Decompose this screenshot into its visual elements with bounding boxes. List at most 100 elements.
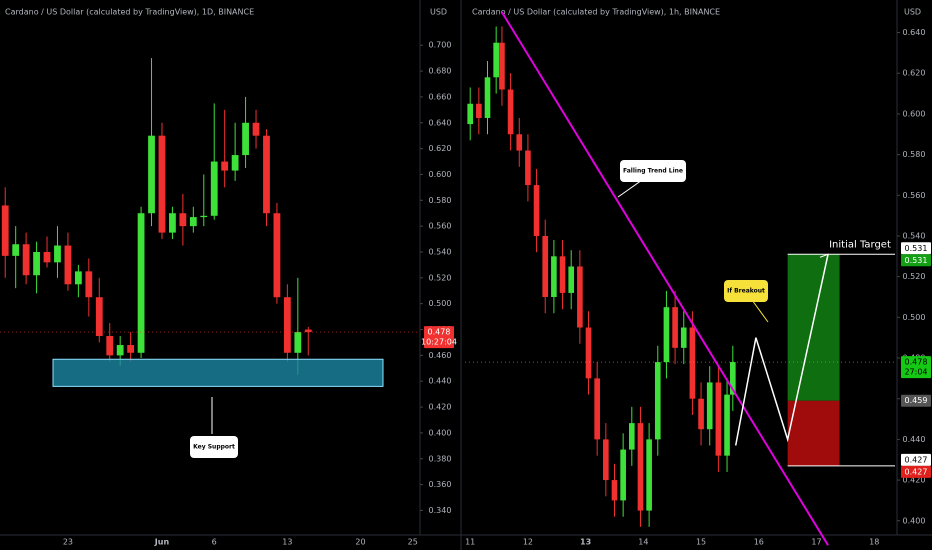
price-tick-label: 0.440 <box>429 377 452 386</box>
price-tag-label: 0.531 <box>905 244 928 253</box>
time-tick-label: 6 <box>212 538 217 547</box>
target-label: Initial Target <box>829 239 891 250</box>
price-tick-label: 0.700 <box>429 41 452 50</box>
candle-body <box>179 213 187 227</box>
candle-body <box>715 382 722 456</box>
time-tick-label: 12 <box>523 538 533 547</box>
time-tick-label: 20 <box>355 538 365 547</box>
candle-body <box>568 266 575 293</box>
candle-body <box>294 332 302 353</box>
candle-body <box>484 77 491 118</box>
price-tag-label: 0.459 <box>905 396 928 405</box>
candle-body <box>1 205 9 256</box>
profit-zone <box>787 254 840 401</box>
candle-body <box>663 307 670 363</box>
price-tick-label: 0.540 <box>903 231 926 240</box>
candle-body <box>724 394 730 456</box>
candle-body <box>169 213 176 233</box>
price-tick-label: 0.620 <box>429 144 452 153</box>
price-tick-label: 0.680 <box>429 67 452 76</box>
candle-body <box>698 398 704 430</box>
price-tick-label: 0.420 <box>429 403 452 412</box>
candle-body <box>516 134 523 151</box>
price-tick-label: 0.600 <box>903 109 926 118</box>
time-tick-label: 15 <box>696 538 706 547</box>
time-tick-label: 13 <box>580 538 591 547</box>
trend-line <box>501 11 829 546</box>
price-tick-label: 0.500 <box>429 299 452 308</box>
callout-box <box>620 160 686 182</box>
candle-body <box>507 89 514 135</box>
time-tick-label: 16 <box>754 538 764 547</box>
candle-body <box>116 345 124 356</box>
time-tick-label: 11 <box>465 538 475 547</box>
candle-body <box>200 215 208 218</box>
price-tick-label: 0.500 <box>903 313 926 322</box>
price-tick-label: 0.400 <box>429 428 452 437</box>
price-tick-label: 0.580 <box>903 150 926 159</box>
candle-body <box>654 362 661 440</box>
price-tick-label: 0.640 <box>903 28 926 37</box>
time-tick-label: 17 <box>811 538 821 547</box>
price-tag <box>424 326 454 349</box>
candle-body <box>542 235 549 297</box>
candle-body <box>148 135 155 214</box>
chart-title: Cardano / US Dollar (calculated by Tradi… <box>472 8 720 17</box>
price-tag-label: 0.427 <box>905 467 928 476</box>
price-tick-label: 0.580 <box>429 196 452 205</box>
candle-body <box>85 271 93 298</box>
callout-line <box>751 299 769 323</box>
countdown-label: 27:04 <box>904 368 927 377</box>
price-tick-label: 0.640 <box>429 118 452 127</box>
candle-body <box>242 122 249 156</box>
price-tick-label: 0.420 <box>903 476 926 485</box>
candle-body <box>106 335 114 356</box>
candle-body <box>43 251 51 263</box>
candle-body <box>95 297 103 336</box>
price-tick-label: 0.520 <box>903 272 926 281</box>
time-tick-label: 18 <box>869 538 879 547</box>
price-tick-label: 0.560 <box>903 191 926 200</box>
time-tick-label: 13 <box>282 538 292 547</box>
candle-body <box>231 155 239 171</box>
candle-body <box>559 256 566 293</box>
price-tick-label: 0.400 <box>903 516 926 525</box>
candle-body <box>74 271 82 285</box>
candle-body <box>493 42 499 78</box>
price-tick-label: 0.340 <box>429 506 452 515</box>
price-tick-label: 0.380 <box>429 454 452 463</box>
candle-body <box>22 244 30 276</box>
price-tag <box>901 356 931 379</box>
time-tick-label: 25 <box>408 538 418 547</box>
candle-body <box>64 245 72 285</box>
candle-body <box>158 135 166 233</box>
price-tag-label: 0.427 <box>905 455 928 464</box>
currency-label: USD <box>430 8 447 17</box>
candle-body <box>476 103 482 118</box>
price-tick-label: 0.620 <box>903 69 926 78</box>
currency-label: USD <box>904 8 921 17</box>
loss-zone <box>787 400 840 466</box>
price-tag <box>901 394 931 407</box>
candle-body <box>221 161 229 171</box>
candle-body <box>637 423 644 511</box>
candle-body <box>189 217 197 227</box>
price-tick-label: 0.440 <box>903 435 926 444</box>
candle-body <box>611 480 618 501</box>
candle-body <box>525 150 531 186</box>
price-tick-label: 0.660 <box>429 92 452 101</box>
candle-body <box>620 449 626 501</box>
candle-body <box>263 135 270 214</box>
candle-body <box>706 382 713 430</box>
callout-text: Key Support <box>193 444 235 451</box>
chart-title: Cardano / US Dollar (calculated by Tradi… <box>5 8 254 17</box>
time-tick-label: 14 <box>638 538 648 547</box>
candle-body <box>585 327 592 379</box>
candle-body <box>533 185 540 236</box>
price-tick-label: 0.600 <box>429 170 452 179</box>
candle-body <box>127 345 135 353</box>
candle-body <box>283 297 291 353</box>
callout-box <box>190 436 238 458</box>
